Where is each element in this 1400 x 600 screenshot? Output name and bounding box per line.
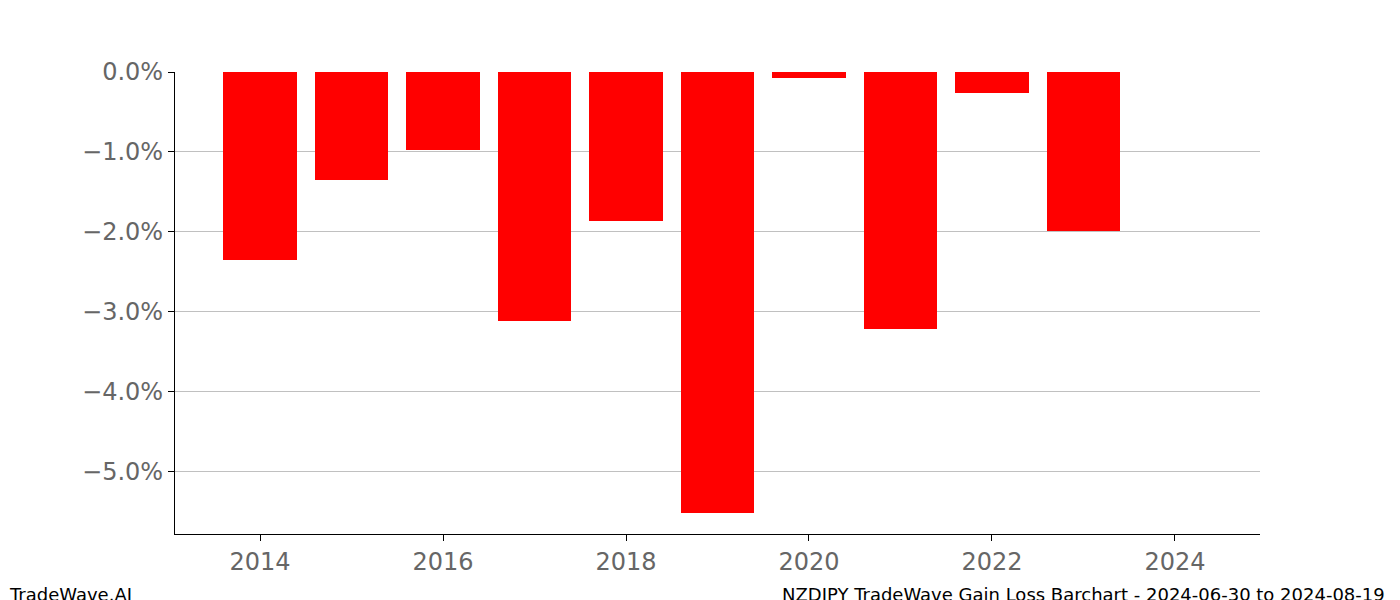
svg-text:−4.0%: −4.0%	[82, 378, 163, 406]
svg-text:2020: 2020	[778, 548, 839, 576]
svg-text:2016: 2016	[413, 548, 474, 576]
svg-text:−2.0%: −2.0%	[82, 218, 163, 246]
svg-text:0.0%: 0.0%	[102, 58, 163, 86]
svg-text:2014: 2014	[230, 548, 291, 576]
svg-text:2024: 2024	[1144, 548, 1205, 576]
svg-text:−1.0%: −1.0%	[82, 138, 163, 166]
svg-text:TradeWave.AI: TradeWave.AI	[9, 584, 132, 600]
svg-text:−5.0%: −5.0%	[82, 458, 163, 486]
svg-text:2018: 2018	[595, 548, 656, 576]
svg-text:−3.0%: −3.0%	[82, 298, 163, 326]
svg-text:NZDJPY TradeWave Gain Loss Bar: NZDJPY TradeWave Gain Loss Barchart - 20…	[782, 584, 1385, 600]
svg-text:2022: 2022	[961, 548, 1022, 576]
